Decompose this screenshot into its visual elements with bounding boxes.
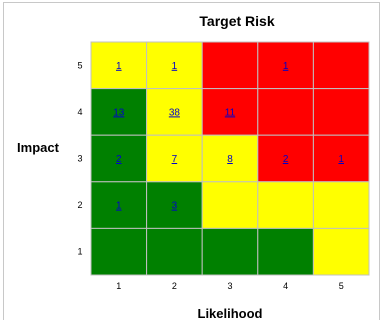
cell-count-link-impact3-likelihood5[interactable]: 1: [338, 154, 344, 165]
heatmap-grid: 1 1 113 38 112 7 8 2 11 3: [90, 41, 370, 276]
heatmap-cell-impact2-likelihood5: [312, 181, 370, 229]
y-axis-label: Impact: [17, 140, 60, 155]
y-tick-labels: 5 4 3 2 1: [77, 60, 82, 256]
heatmap-cell-impact3-likelihood4: [257, 134, 314, 183]
heatmap-cell-impact2-likelihood4: [257, 181, 314, 229]
chart-title: Target Risk: [199, 13, 274, 29]
cell-count-link-impact4-likelihood3[interactable]: 11: [225, 107, 236, 118]
cell-count-link-impact3-likelihood1[interactable]: 2: [116, 154, 122, 165]
heatmap-cell-impact2-likelihood3: [201, 181, 259, 229]
cell-count-link-impact5-likelihood2[interactable]: 1: [172, 61, 178, 72]
heatmap-cell-impact5-likelihood2: [146, 41, 203, 90]
heatmap-cell-impact5-likelihood3: [201, 41, 259, 90]
chart-frame: [3, 2, 380, 320]
heatmap-cell-impact1-likelihood2: [146, 227, 203, 276]
heatmap-cell-impact4-likelihood3: [201, 88, 259, 136]
x-tick-label: 1: [116, 281, 121, 291]
x-tick-label: 5: [339, 281, 344, 291]
y-tick-label: 1: [77, 247, 82, 257]
heatmap-cell-impact5-likelihood5: [312, 41, 370, 90]
cell-count-link-impact3-likelihood3[interactable]: 8: [227, 154, 233, 165]
y-tick-label: 2: [77, 200, 82, 210]
y-tick-label: 4: [77, 107, 82, 117]
heatmap-cell-impact1-likelihood1: [90, 227, 148, 276]
cell-count-link-impact2-likelihood1[interactable]: 1: [116, 201, 122, 212]
heatmap-cell-impact2-likelihood2: [146, 181, 203, 229]
cell-count-link-impact3-likelihood2[interactable]: 7: [172, 154, 178, 165]
cell-count-link-impact5-likelihood1[interactable]: 1: [116, 61, 122, 72]
x-axis-label: Likelihood: [198, 306, 263, 321]
heatmap-cell-impact1-likelihood4: [257, 227, 314, 276]
cell-count-link-impact4-likelihood1[interactable]: 13: [113, 107, 125, 118]
cell-count-link-impact2-likelihood2[interactable]: 3: [172, 201, 178, 212]
heatmap-cell-impact3-likelihood3: [201, 134, 259, 183]
x-tick-label: 2: [172, 281, 177, 291]
heatmap-cell-impact3-likelihood5: [312, 134, 370, 183]
y-tick-label: 5: [77, 60, 82, 70]
x-tick-labels: 1 2 3 4 5: [116, 281, 343, 291]
cell-count-link-impact3-likelihood4[interactable]: 2: [283, 154, 289, 165]
x-tick-label: 3: [227, 281, 232, 291]
heatmap-cell-impact4-likelihood4: [257, 88, 314, 136]
cell-count-link-impact5-likelihood4[interactable]: 1: [283, 61, 289, 72]
cell-count-link-impact4-likelihood2[interactable]: 38: [169, 107, 181, 118]
heatmap-cell-impact1-likelihood5: [312, 227, 370, 276]
y-tick-label: 3: [77, 154, 82, 164]
x-tick-label: 4: [283, 281, 288, 291]
heatmap-cell-impact4-likelihood5: [312, 88, 370, 136]
heatmap-cell-impact1-likelihood3: [201, 227, 259, 276]
